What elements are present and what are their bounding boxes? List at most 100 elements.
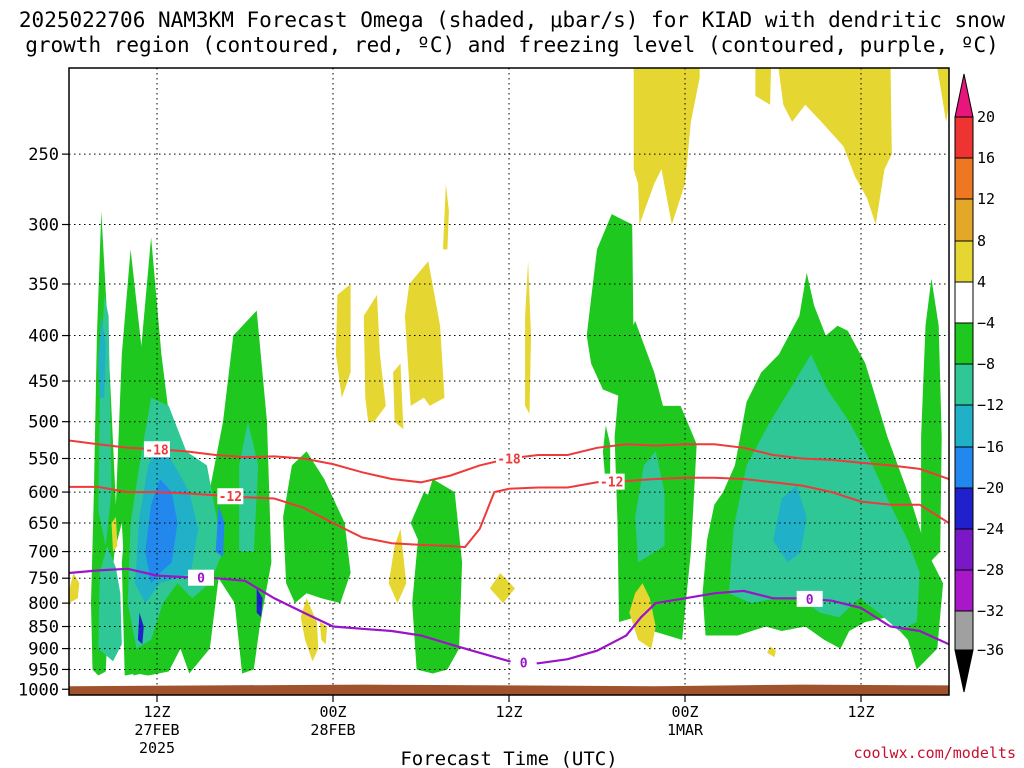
omega-region-31 (404, 261, 445, 406)
y-tick-label-400: 400 (28, 327, 59, 347)
omega-region-28 (363, 294, 386, 422)
x-tick-label-42-1: 1MAR (667, 721, 704, 739)
colorbar-label-3: 8 (977, 232, 986, 250)
omega-region-4 (410, 492, 443, 557)
colorbar-top-arrow (954, 73, 974, 118)
dgz-contour-0-b-label: -18 (497, 452, 521, 467)
colorbar-label-1: 16 (977, 149, 995, 167)
y-tick-label-950: 950 (28, 660, 59, 680)
omega-region-38 (778, 68, 892, 225)
y-axis: 2503003504004505005506006507007508008509… (18, 145, 69, 700)
chart-title-line-2: growth region (contoured, red, ºC) and f… (25, 33, 999, 57)
omega-region-36 (633, 68, 700, 225)
colorbar-cell-10 (954, 528, 974, 571)
colorbar-cell-1 (954, 157, 974, 200)
omega-region-37 (755, 68, 772, 105)
colorbar-label-8: −16 (977, 438, 1004, 456)
colorbar-label-12: −32 (977, 602, 1004, 620)
omega-region-5 (586, 214, 634, 398)
colorbar-cell-4 (954, 281, 974, 324)
omega-region-15 (729, 354, 920, 631)
x-tick-label-30-0: 12Z (495, 703, 522, 721)
colorbar-label-5: −4 (977, 314, 995, 332)
omega-region-29 (388, 528, 407, 604)
colorbar-cell-8 (954, 446, 974, 489)
omega-region-9 (921, 278, 942, 563)
x-tick-label-54-0: 12Z (847, 703, 874, 721)
y-tick-label-900: 900 (28, 640, 59, 660)
colorbar-bottom-arrow (954, 649, 974, 693)
colorbar-cell-7 (954, 404, 974, 448)
colorbar-label-10: −24 (977, 520, 1004, 538)
colorbar-cell-11 (954, 569, 974, 612)
omega-region-33 (489, 573, 515, 604)
colorbar: 20 16 12 8 4 −4 −8 −12 −16 −20 −24 −28 −32 −36 (954, 73, 1004, 693)
omega-region-34 (525, 261, 531, 414)
x-tick-label-6-2: 2025 (139, 739, 175, 757)
omega-region-17 (773, 485, 807, 563)
colorbar-label-7: −12 (977, 396, 1004, 414)
y-tick-label-800: 800 (28, 594, 59, 614)
freezing-level-b-label-bg (510, 654, 537, 671)
colorbar-cell-5 (954, 322, 974, 365)
y-tick-label-550: 550 (28, 449, 59, 469)
x-tick-label-6-1: 27FEB (134, 721, 179, 739)
colorbar-label-2: 12 (977, 190, 995, 208)
x-tick-label-6-0: 12Z (143, 703, 170, 721)
dgz-contour-0-label: -18 (145, 443, 169, 458)
y-tick-label-500: 500 (28, 413, 59, 433)
y-tick-label-450: 450 (28, 372, 59, 392)
omega-region-24 (111, 517, 118, 552)
omega-region-21 (137, 612, 144, 645)
y-tick-label-1000: 1000 (18, 680, 59, 700)
omega-region-30 (393, 363, 404, 430)
dgz-contour-1-label-bg (217, 488, 244, 505)
x-axis-label: Forecast Time (UTC) (400, 748, 617, 768)
dgz-contour-1-b-label: -12 (600, 476, 623, 491)
omega-region-13 (239, 421, 259, 552)
y-tick-label-600: 600 (28, 483, 59, 503)
omega-region-20 (215, 504, 225, 557)
y-tick-label-250: 250 (28, 145, 59, 165)
ground-layer (69, 684, 949, 695)
colorbar-cell-3 (954, 240, 974, 283)
colorbar-label-9: −20 (977, 479, 1004, 497)
colorbar-label-4: 4 (977, 273, 986, 291)
omega-region-6 (602, 425, 611, 486)
ground-surface (69, 684, 949, 695)
omega-region-23 (69, 573, 80, 604)
dgz-contour-0-b-label-bg (496, 450, 522, 467)
plot-area: -18 -18 -12 -12 0 0 0 (68, 67, 950, 696)
omega-region-39 (937, 68, 949, 122)
colorbar-cell-6 (954, 363, 974, 406)
colorbar-cell-0 (954, 116, 974, 159)
dgz-contour-0-label-bg (144, 441, 170, 458)
contour-lines: -18 -18 -12 -12 0 0 0 (69, 439, 949, 671)
colorbar-cell-12 (954, 610, 974, 651)
dgz-contour-1-label: -12 (219, 490, 242, 505)
y-tick-label-300: 300 (28, 216, 59, 236)
omega-region-18 (98, 315, 106, 398)
colorbar-label-6: −8 (977, 355, 995, 373)
omega-region-32 (443, 183, 449, 250)
y-tick-label-700: 700 (28, 543, 59, 563)
freezing-level-a-label-bg (188, 569, 214, 586)
y-tick-label-650: 650 (28, 514, 59, 534)
x-tick-label-18-0: 00Z (319, 703, 346, 721)
omega-region-27 (335, 284, 351, 398)
colorbar-cell-2 (954, 198, 974, 242)
y-tick-label-750: 750 (28, 569, 59, 589)
colorbar-label-0: 20 (977, 108, 995, 126)
colorbar-cell-9 (954, 487, 974, 530)
freezing-level-b-label: 0 (520, 656, 528, 671)
omega-region-2 (283, 451, 351, 604)
x-tick-label-42-0: 00Z (671, 703, 698, 721)
y-tick-label-850: 850 (28, 618, 59, 638)
credit-link[interactable]: coolwx.com/modelts (853, 744, 1016, 762)
omega-region-19 (145, 479, 178, 584)
freezing-level-a-label: 0 (197, 572, 205, 587)
dgz-contour-1-b-label-bg (598, 473, 625, 490)
freezing-level-c-label: 0 (806, 593, 814, 608)
